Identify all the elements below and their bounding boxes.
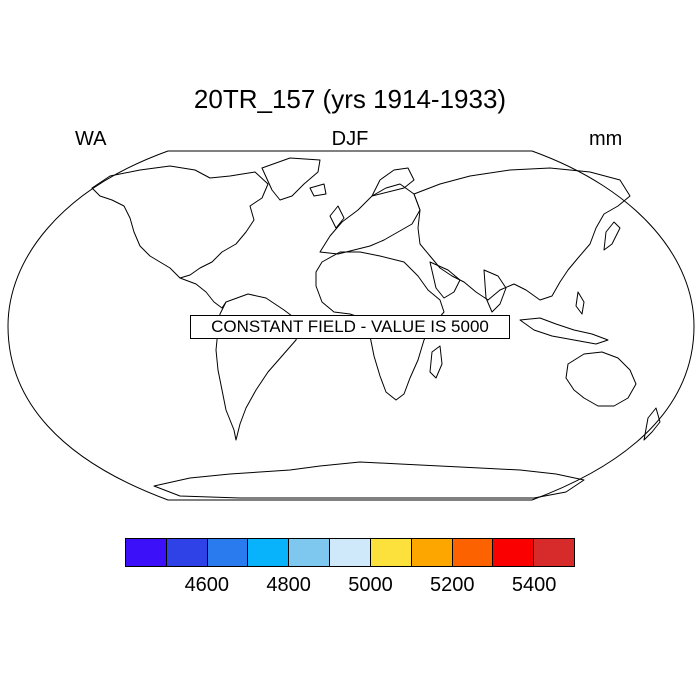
colorbar-swatch bbox=[207, 539, 249, 566]
colorbar-swatch bbox=[289, 539, 331, 566]
greenland-coast bbox=[261, 157, 321, 201]
colorbar-tick-label: 5400 bbox=[511, 574, 557, 596]
constant-field-message: CONSTANT FIELD - VALUE IS 5000 bbox=[190, 315, 510, 339]
colorbar-tick-label: 5000 bbox=[348, 574, 393, 596]
colorbar-swatch bbox=[126, 539, 167, 566]
madagascar-coast bbox=[429, 345, 443, 379]
map-title: 20TR_157 (yrs 1914-1933) bbox=[193, 84, 507, 114]
colorbar-swatch bbox=[248, 539, 290, 566]
colorbar bbox=[125, 538, 575, 567]
colorbar-tick-label: 5200 bbox=[430, 574, 475, 596]
india-coast bbox=[483, 269, 507, 313]
arabia-coast bbox=[429, 261, 461, 299]
units-label: mm bbox=[589, 128, 623, 150]
colorbar-swatch bbox=[370, 539, 412, 566]
colorbar-swatch bbox=[166, 539, 208, 566]
season-label: DJF bbox=[331, 128, 369, 150]
region-label: WA bbox=[75, 128, 107, 150]
colorbar-swatch bbox=[452, 539, 494, 566]
central-america-coast bbox=[179, 277, 227, 309]
colorbar-tick-label: 4600 bbox=[184, 574, 230, 596]
africa-coast bbox=[315, 251, 445, 401]
new-zealand-coast bbox=[643, 407, 661, 441]
colorbar-swatch bbox=[330, 539, 371, 566]
scandinavia-coast bbox=[371, 167, 415, 197]
australia-coast bbox=[565, 351, 637, 407]
north-america-coast bbox=[91, 165, 269, 279]
iceland-coast bbox=[309, 183, 327, 197]
antarctica-coast bbox=[153, 461, 585, 499]
south-america-coast bbox=[215, 293, 301, 441]
colorbar-tick-label: 4800 bbox=[266, 574, 311, 596]
colorbar-swatch bbox=[493, 539, 535, 566]
indonesia-coast bbox=[519, 317, 609, 345]
colorbar-swatch bbox=[411, 539, 453, 566]
british-isles-coast bbox=[329, 205, 345, 229]
colorbar-swatch bbox=[534, 539, 574, 566]
philippines-coast bbox=[575, 291, 585, 315]
japan-coast bbox=[603, 221, 621, 251]
